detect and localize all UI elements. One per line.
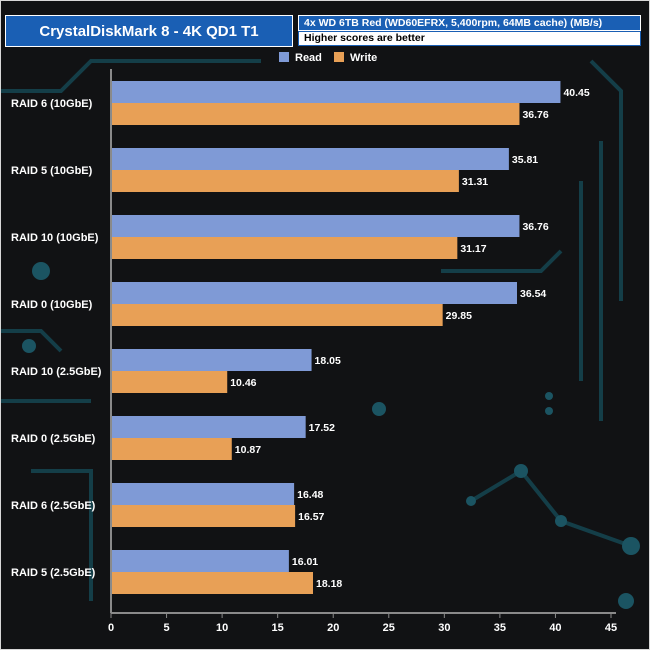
bar-write-raid-0-10gbe [111,304,443,326]
value-labels: 40.45 36.76 35.81 31.31 36.76 31.17 36.54 29.85… [230,87,590,590]
bar-write-raid-10-2-5gbe [111,371,228,393]
value-label-read-raid-10-2-5gbe: 18.05 [315,355,341,367]
value-label-write-raid-0-2-5gbe: 10.87 [235,444,261,456]
category-label-raid-0-2-5gbe: RAID 0 (2.5GbE) [11,433,96,445]
category-label-raid-5-2-5gbe: RAID 5 (2.5GbE) [11,567,96,579]
category-label-raid-6-10gbe: RAID 6 (10GbE) [11,98,93,110]
bar-read-raid-10-2-5gbe [111,349,312,371]
value-label-write-raid-6-2-5gbe: 16.57 [298,511,324,523]
x-axis-ticks: 0 5 10 15 20 25 30 35 40 45 [108,613,617,634]
value-label-read-raid-6-10gbe: 40.45 [563,87,589,99]
bar-read-raid-5-10gbe [111,148,509,170]
bar-read-raid-0-10gbe [111,282,517,304]
value-label-read-raid-0-2-5gbe: 17.52 [309,422,335,434]
category-label-raid-10-10gbe: RAID 10 (10GbE) [11,232,99,244]
chart-note: Higher scores are better [304,32,425,44]
bar-write-raid-6-2-5gbe [111,505,296,527]
legend: Read Write [279,52,377,64]
bar-read-raid-6-2-5gbe [111,483,295,505]
x-tick-label-35: 35 [494,622,506,634]
bars [111,81,561,594]
background-circuit-pattern [1,59,640,609]
chart-title-box: CrystalDiskMark 8 - 4K QD1 T1 [5,15,293,47]
value-label-read-raid-5-10gbe: 35.81 [512,154,538,166]
value-label-write-raid-6-10gbe: 36.76 [522,109,548,121]
legend-label-write: Write [350,52,377,64]
legend-label-read: Read [295,52,322,64]
category-labels: RAID 6 (10GbE) RAID 5 (10GbE) RAID 10 (10G… [11,98,102,579]
legend-swatch-write [334,52,344,62]
value-label-write-raid-10-10gbe: 31.17 [460,243,486,255]
chart-subtitle-box: 4x WD 6TB Red (WD60EFRX, 5,400rpm, 64MB … [298,15,641,31]
chart-note-box: Higher scores are better [298,31,641,46]
value-label-read-raid-10-10gbe: 36.76 [522,221,548,233]
bar-write-raid-5-2-5gbe [111,572,313,594]
bar-write-raid-0-2-5gbe [111,438,232,460]
x-tick-label-15: 15 [272,622,284,634]
chart-title: CrystalDiskMark 8 - 4K QD1 T1 [39,22,259,40]
bar-write-raid-6-10gbe [111,103,520,125]
x-tick-label-30: 30 [438,622,450,634]
x-tick-label-20: 20 [327,622,339,634]
x-tick-label-25: 25 [383,622,395,634]
category-label-raid-10-2-5gbe: RAID 10 (2.5GbE) [11,366,102,378]
x-tick-label-10: 10 [216,622,228,634]
category-label-raid-0-10gbe: RAID 0 (10GbE) [11,299,93,311]
x-tick-label-0: 0 [108,622,114,634]
x-tick-label-5: 5 [163,622,169,634]
value-label-write-raid-0-10gbe: 29.85 [446,310,472,322]
bar-write-raid-5-10gbe [111,170,459,192]
legend-swatch-read [279,52,289,62]
value-label-read-raid-6-2-5gbe: 16.48 [297,489,323,501]
bar-read-raid-6-10gbe [111,81,561,103]
bar-read-raid-10-10gbe [111,215,520,237]
chart-subtitle: 4x WD 6TB Red (WD60EFRX, 5,400rpm, 64MB … [304,17,603,29]
value-label-write-raid-5-10gbe: 31.31 [462,176,488,188]
category-label-raid-6-2-5gbe: RAID 6 (2.5GbE) [11,500,96,512]
value-label-read-raid-0-10gbe: 36.54 [520,288,546,300]
value-label-write-raid-10-2-5gbe: 10.46 [230,377,256,389]
bar-read-raid-0-2-5gbe [111,416,306,438]
value-label-write-raid-5-2-5gbe: 18.18 [316,578,342,590]
x-tick-label-45: 45 [605,622,617,634]
bar-write-raid-10-10gbe [111,237,458,259]
x-tick-label-40: 40 [549,622,561,634]
category-label-raid-5-10gbe: RAID 5 (10GbE) [11,165,93,177]
bar-read-raid-5-2-5gbe [111,550,289,572]
value-label-read-raid-5-2-5gbe: 16.01 [292,556,318,568]
